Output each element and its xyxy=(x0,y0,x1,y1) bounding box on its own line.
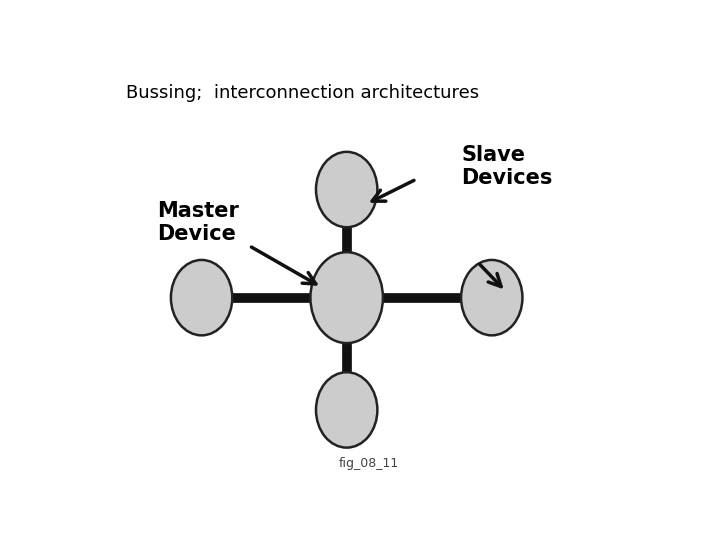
Ellipse shape xyxy=(310,252,383,343)
Text: Slave
Devices: Slave Devices xyxy=(461,145,552,188)
Ellipse shape xyxy=(316,372,377,448)
Text: Master
Device: Master Device xyxy=(157,201,239,245)
Text: fig_08_11: fig_08_11 xyxy=(339,457,399,470)
Ellipse shape xyxy=(316,152,377,227)
Text: Bussing;  interconnection architectures: Bussing; interconnection architectures xyxy=(126,84,480,102)
Ellipse shape xyxy=(461,260,523,335)
Ellipse shape xyxy=(171,260,233,335)
